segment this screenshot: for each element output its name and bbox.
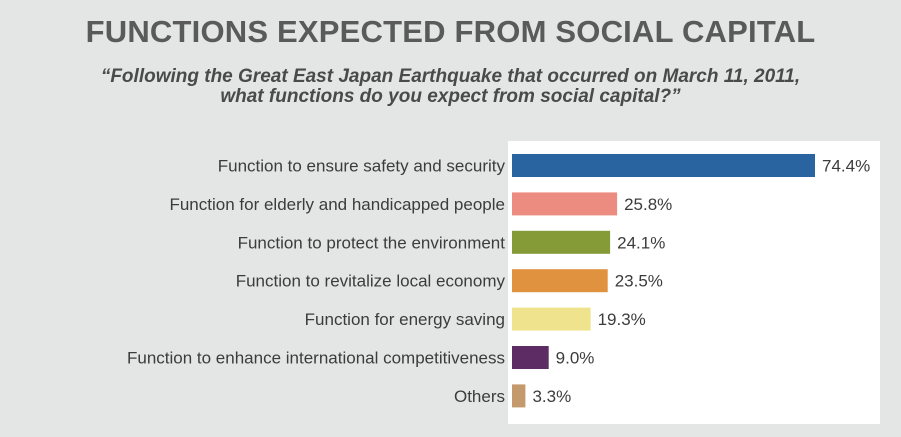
- chart-title: FUNCTIONS EXPECTED FROM SOCIAL CAPITAL: [85, 14, 816, 49]
- category-label: Function for elderly and handicapped peo…: [169, 195, 505, 214]
- subtitle-line-2: what functions do you expect from social…: [220, 86, 681, 107]
- bar: [512, 154, 815, 177]
- value-label: 24.1%: [617, 233, 665, 252]
- chart-subtitle: “Following the Great East Japan Earthqua…: [40, 67, 861, 107]
- category-label: Function to revitalize local economy: [236, 272, 506, 291]
- value-label: 19.3%: [598, 310, 646, 329]
- value-label: 25.8%: [624, 195, 672, 214]
- subtitle-line-1: “Following the Great East Japan Earthqua…: [100, 66, 801, 87]
- value-label: 74.4%: [822, 157, 870, 176]
- bar: [512, 384, 526, 408]
- category-label: Function to ensure safety and security: [218, 157, 506, 176]
- category-label: Others: [454, 387, 505, 406]
- value-label: 3.3%: [532, 387, 571, 406]
- bar: [512, 230, 611, 254]
- value-label: 23.5%: [615, 272, 663, 291]
- category-label: Function to protect the environment: [238, 233, 506, 252]
- bar: [512, 269, 608, 293]
- category-label: Function for energy saving: [305, 310, 505, 329]
- bar: [512, 307, 591, 331]
- value-label: 9.0%: [556, 349, 595, 368]
- category-label: Function to enhance international compet…: [127, 349, 505, 368]
- bar: [512, 346, 549, 369]
- bar: [512, 192, 618, 216]
